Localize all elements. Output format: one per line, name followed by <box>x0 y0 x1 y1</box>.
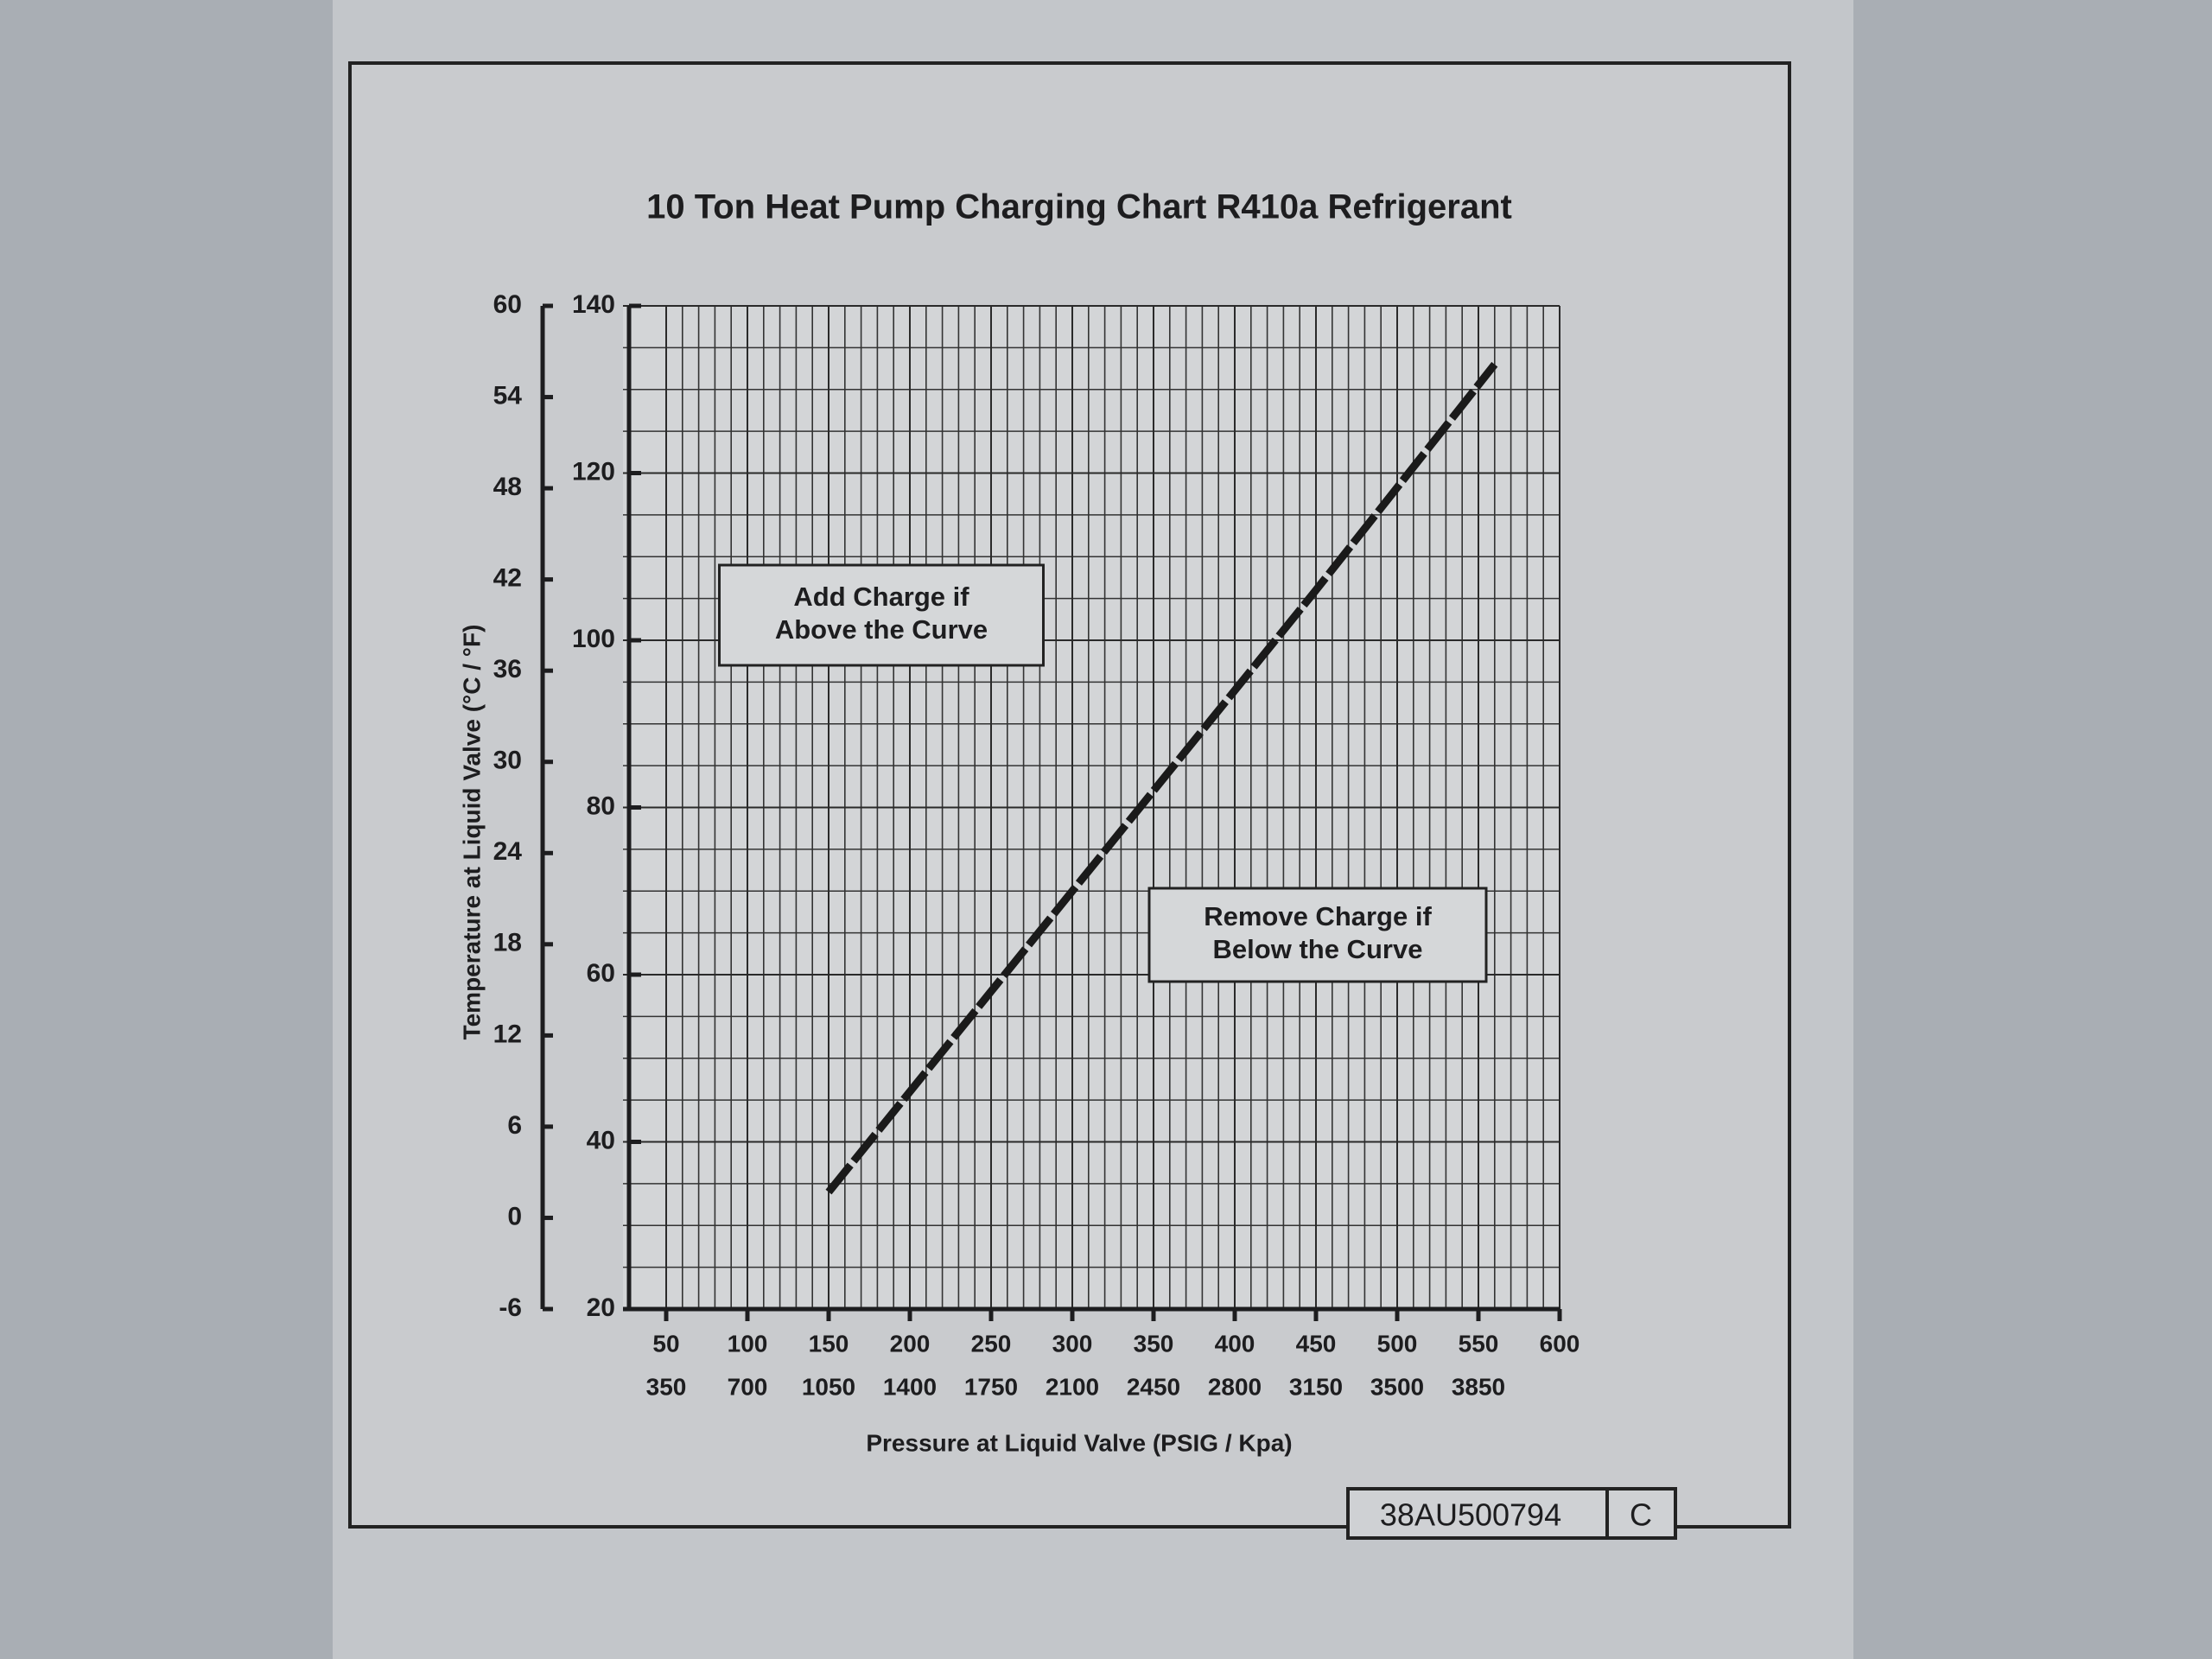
x2-tick-label: 3850 <box>1452 1373 1505 1400</box>
x-tick-label: 450 <box>1296 1330 1337 1357</box>
data-line <box>825 361 1498 1195</box>
y-tick-label: 42 <box>493 564 522 593</box>
x2-tick-label: 2100 <box>1046 1373 1099 1400</box>
x2-tick-label: 1050 <box>802 1373 855 1400</box>
x-tick-label: 500 <box>1377 1330 1418 1357</box>
x2-tick-label: 1750 <box>964 1373 1018 1400</box>
x2-tick-label: 2450 <box>1127 1373 1180 1400</box>
x-tick-label: 250 <box>971 1330 1012 1357</box>
x-tick-label: 100 <box>728 1330 768 1357</box>
y2-tick-label: 100 <box>572 625 615 653</box>
x2-tick-label: 2800 <box>1208 1373 1262 1400</box>
chart-title: 10 Ton Heat Pump Charging Chart R410a Re… <box>646 188 1512 226</box>
x-axis-label: Pressure at Liquid Valve (PSIG / Kpa) <box>866 1429 1292 1456</box>
revision: C <box>1630 1497 1652 1533</box>
y-tick-label: 30 <box>493 747 522 775</box>
y-tick-label: 54 <box>493 381 523 410</box>
y-tick-label: 12 <box>493 1020 522 1048</box>
y-tick-label: 48 <box>493 473 522 501</box>
x-tick-label: 300 <box>1052 1330 1093 1357</box>
x-tick-label: 600 <box>1540 1330 1580 1357</box>
x-tick-label: 550 <box>1459 1330 1499 1357</box>
x2-tick-label: 350 <box>646 1373 687 1400</box>
x-tick-label: 350 <box>1134 1330 1174 1357</box>
y2-tick-label: 120 <box>572 457 615 486</box>
y-tick-label: 24 <box>493 837 523 866</box>
drawing-number: 38AU500794 <box>1380 1497 1561 1533</box>
y-tick-label: 18 <box>493 929 522 957</box>
x2-tick-label: 1400 <box>883 1373 937 1400</box>
x-tick-label: 150 <box>809 1330 849 1357</box>
y2-tick-label: 60 <box>587 959 615 988</box>
annotation-box <box>1147 887 1488 983</box>
y2-tick-label: 140 <box>572 290 615 319</box>
x-tick-label: 50 <box>652 1330 679 1357</box>
x-tick-label: 400 <box>1215 1330 1255 1357</box>
y-tick-label: 36 <box>493 655 522 683</box>
y2-tick-label: 40 <box>587 1126 615 1154</box>
annotation-text: Remove Charge if <box>1204 901 1432 931</box>
annotation-box <box>718 563 1045 667</box>
footer-box <box>1346 1487 1609 1540</box>
annotation-text: Add Charge if <box>793 582 969 612</box>
footer-box <box>1605 1487 1677 1540</box>
y2-tick-label: 20 <box>587 1294 615 1322</box>
y2-tick-label: 80 <box>587 791 615 820</box>
x2-tick-label: 700 <box>728 1373 768 1400</box>
y-tick-label: 0 <box>507 1202 522 1230</box>
x2-tick-label: 3150 <box>1289 1373 1343 1400</box>
y-tick-label: 60 <box>493 290 522 319</box>
x2-tick-label: 3500 <box>1370 1373 1424 1400</box>
y-tick-label: 6 <box>507 1111 522 1140</box>
annotation-text: Below the Curve <box>1213 934 1423 964</box>
y-axis-label: Temperature at Liquid Valve (°C / °F) <box>458 625 485 1040</box>
annotation-text: Above the Curve <box>775 614 988 645</box>
x-tick-label: 200 <box>890 1330 931 1357</box>
y-tick-label: -6 <box>499 1294 522 1322</box>
